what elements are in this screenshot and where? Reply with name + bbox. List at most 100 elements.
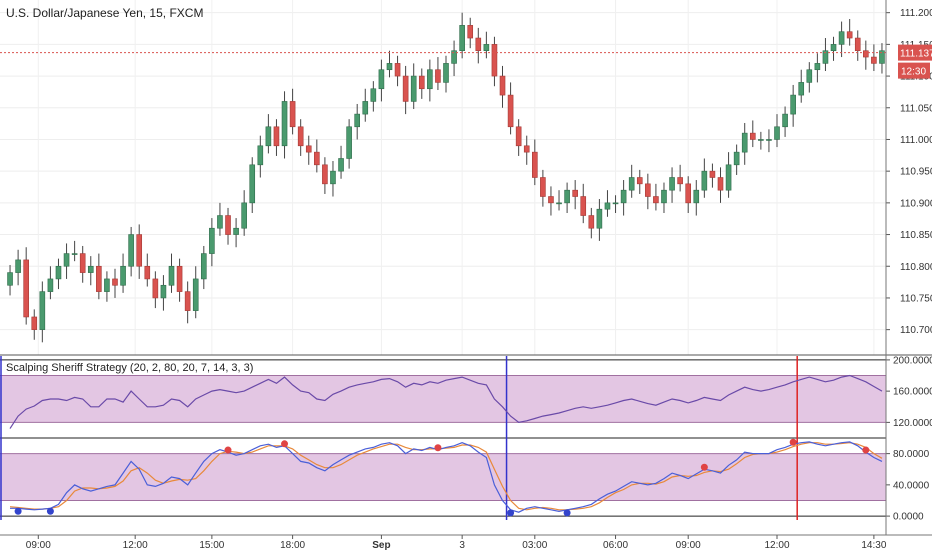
candle-body [612,202,619,205]
candle-body [410,75,417,102]
time-tick-label: 03:00 [522,540,547,550]
price-tick-label: 111.200 [900,8,932,19]
candle-body [435,69,441,83]
chart-title: U.S. Dollar/Japanese Yen, 15, FXCM [6,6,203,20]
candle-body [669,177,675,191]
candle-body [217,215,223,229]
sell-signal-dot [281,440,289,448]
candle-body [402,75,409,102]
price-tick-label: 111.000 [900,135,932,146]
candle-body [394,63,401,77]
candle-body [338,158,344,172]
candle-body [548,196,554,204]
sell-signal-dot [862,446,870,454]
candle-body [725,164,732,191]
candle-body [63,253,70,267]
candle-body [233,227,239,235]
candle-body [741,132,748,153]
last-price-badge [898,44,932,61]
candle-body [241,202,247,229]
time-tick-label: 12:00 [764,540,789,550]
candle-body [31,316,38,330]
sell-signal-dot [789,438,797,446]
indicator-lines [0,356,883,520]
candle-body [483,44,490,52]
candle-body [314,151,320,166]
time-tick-label: Sep [372,540,390,550]
candle-body [249,164,256,204]
time-tick-label: 12:00 [123,540,148,550]
candle-body [782,113,788,128]
stoch-d-line [9,442,883,511]
candle-body [774,126,780,140]
candle-body [7,272,13,286]
candle-body [273,126,280,147]
candle-body [55,265,62,280]
buy-signal-dot [14,507,22,515]
candle-body [370,88,377,102]
candle-body [879,50,885,64]
time-tick-label: 3 [459,540,465,550]
price-tick-label: 110.950 [900,167,932,178]
candle-body [838,31,845,45]
price-tick-label: 110.800 [900,262,932,273]
indicator-tick-label: 40.0000 [893,480,930,491]
candle-body [758,139,764,141]
buy-signal-dot [507,509,515,517]
candle-body [814,63,821,71]
candle-body [588,215,595,229]
candle-body [305,145,312,153]
candle-body [322,164,328,185]
last-price-label: 111.137 [900,49,932,60]
candle-body [523,145,530,153]
candle-body [418,75,425,90]
candle-body [798,82,805,96]
candle-body [47,278,54,292]
time-tick-label: 09:00 [676,540,701,550]
candle-body [192,278,199,311]
candle-body [289,101,296,128]
buy-signal-dot [563,509,571,517]
candle-body [200,253,207,280]
candle-body [120,265,126,286]
candle-body [871,56,877,64]
countdown-label: 12:30 [901,67,926,78]
candle-body [96,265,102,292]
candle-body [184,291,191,311]
candle-body [104,278,110,292]
candle-body [846,31,853,39]
candle-body [717,177,724,191]
candle-body [152,278,159,299]
candle-body [515,126,522,147]
candle-body [475,37,482,52]
cci-line [9,374,883,429]
candle-body [160,284,167,299]
sell-signal-dot [224,446,232,454]
candle-body [653,196,659,204]
candle-body [265,126,272,147]
candle-body [354,113,360,128]
candle-body [572,189,578,197]
candle-body [620,189,627,204]
stoch-k-line [10,441,883,513]
candle-body [766,139,772,141]
time-tick-label: 18:00 [280,540,305,550]
candle-body [71,253,78,255]
indicator-tick-label: 120.0000 [893,418,932,429]
countdown-badge [898,62,930,79]
candle-body [661,189,667,204]
indicator-tick-label: 0.0000 [893,512,924,523]
candle-body [749,132,756,140]
candle-body [136,234,143,267]
candle-body [693,189,700,204]
candle-body [556,202,562,205]
candle-body [386,63,393,71]
price-tick-label: 110.750 [900,293,932,304]
price-tick-label: 110.850 [900,230,932,241]
sell-signal-dot [434,444,442,452]
candle-body [532,151,538,178]
candle-body [806,69,813,83]
sell-signal-dot [700,463,708,471]
